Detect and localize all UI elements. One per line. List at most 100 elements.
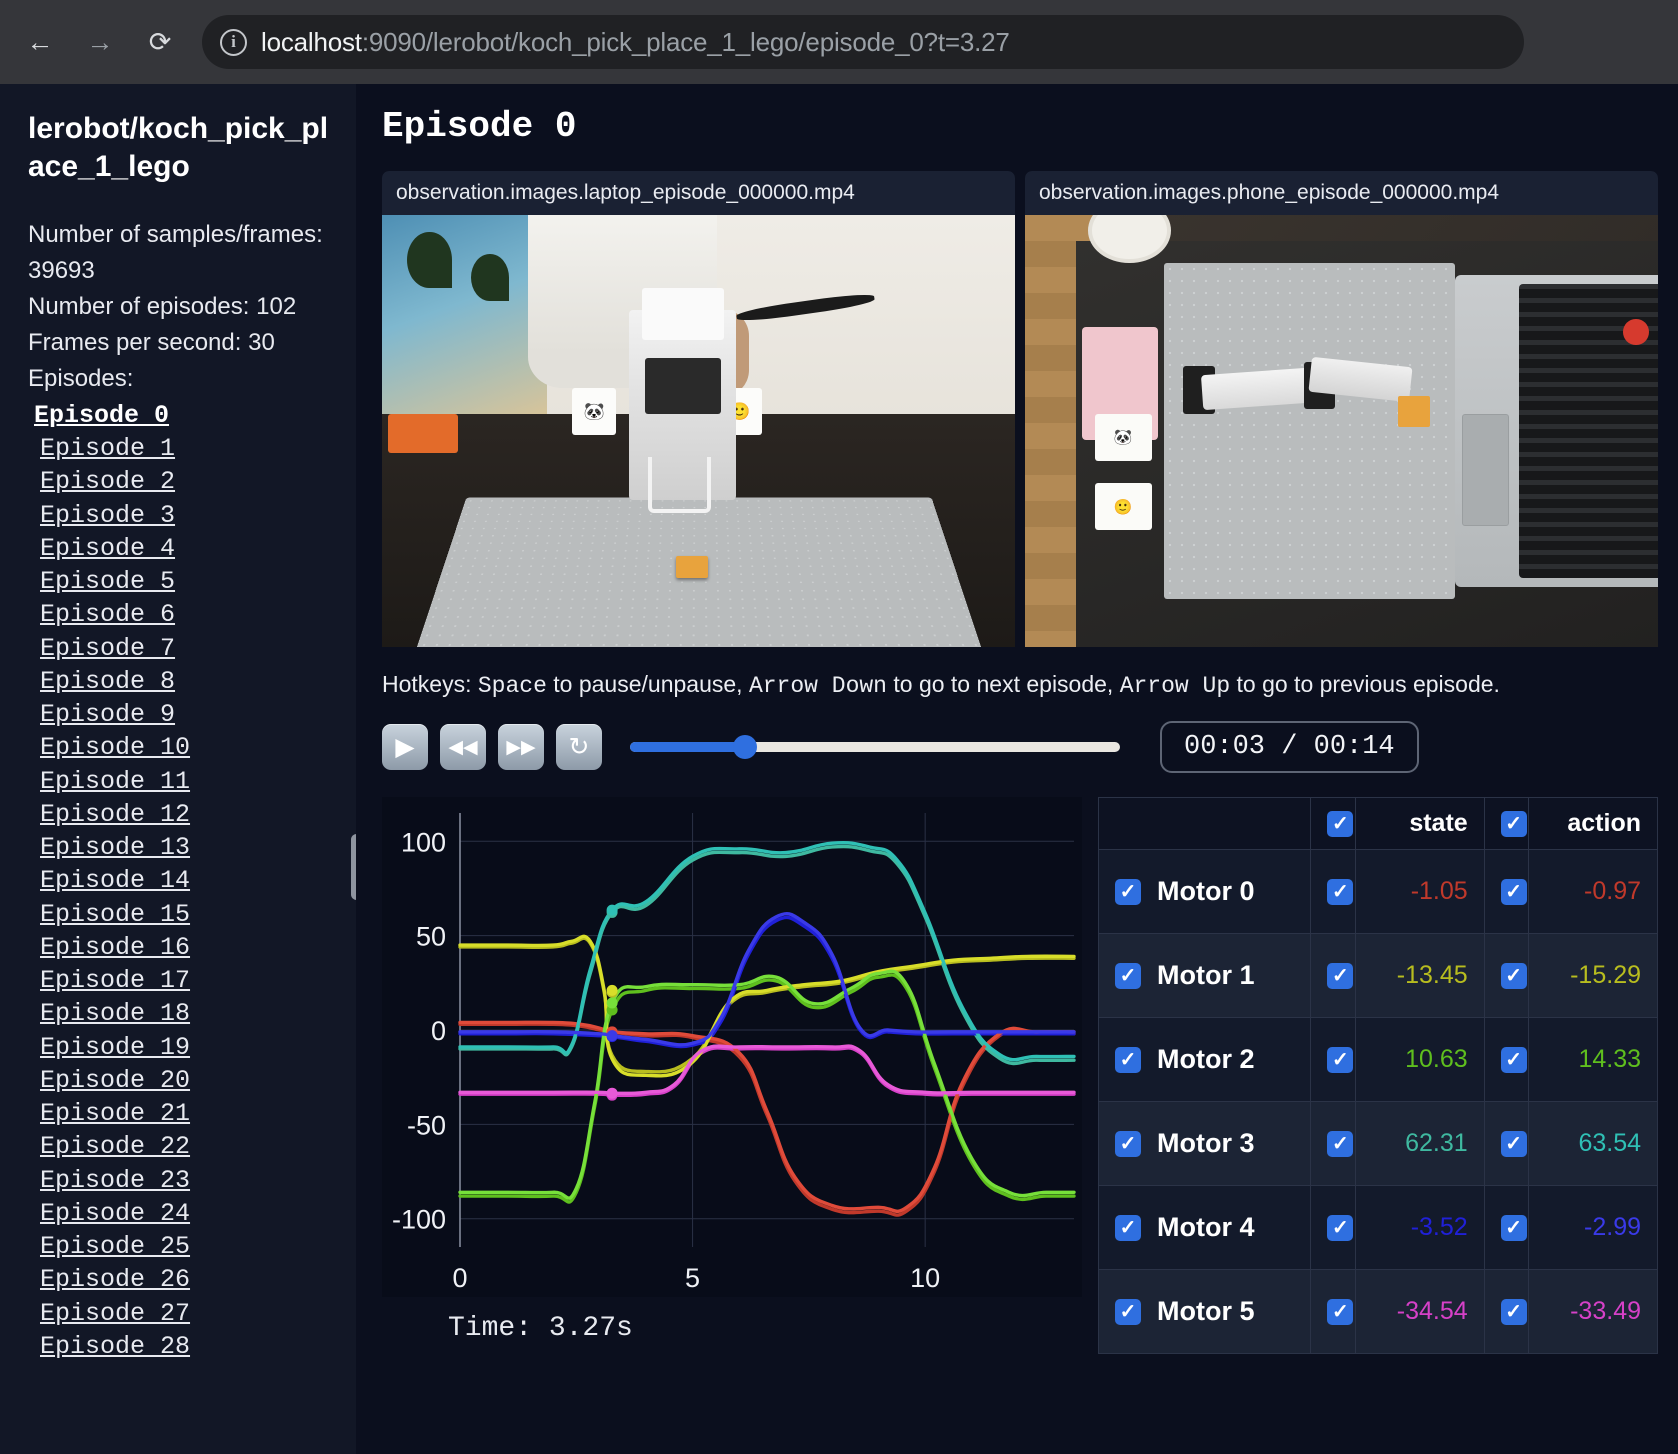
reload-icon: ⟳: [148, 26, 172, 57]
motor-0-state-value: -1.05: [1355, 849, 1485, 934]
phone-scene-red-marker: [1623, 318, 1649, 345]
sidebar: lerobot/koch_pick_place_1_lego Number of…: [0, 84, 356, 1454]
seek-thumb[interactable]: [733, 735, 758, 759]
episode-link-18[interactable]: Episode 18: [40, 999, 191, 1029]
episode-link-11[interactable]: Episode 11: [40, 766, 191, 796]
motor-1-checkbox[interactable]: [1115, 962, 1141, 989]
ytick-label: 100: [401, 827, 446, 857]
motor-5-action-value: -33.49: [1528, 1269, 1658, 1354]
motor-5-action-checkbox[interactable]: [1500, 1299, 1527, 1326]
episode-link-1[interactable]: Episode 1: [40, 434, 176, 464]
episode-link-28[interactable]: Episode 28: [40, 1331, 191, 1361]
motor-2-state-checkbox[interactable]: [1327, 1047, 1354, 1074]
motor-0-action-checkbox[interactable]: [1500, 879, 1527, 906]
rewind-button[interactable]: ◀◀: [440, 724, 486, 770]
episode-link-26[interactable]: Episode 26: [40, 1265, 191, 1295]
video-grid: observation.images.laptop_episode_000000…: [382, 171, 1658, 647]
episode-link-13[interactable]: Episode 13: [40, 833, 191, 863]
hotkey-arrow-up: Arrow Up: [1119, 673, 1231, 699]
video-caption-laptop: observation.images.laptop_episode_000000…: [382, 171, 1015, 215]
episode-link-17[interactable]: Episode 17: [40, 966, 191, 996]
motor-0-action-value: -0.97: [1528, 849, 1658, 934]
motor-4-action-value: -2.99: [1528, 1185, 1658, 1270]
motor-0-action-checkbox-cell: [1483, 849, 1530, 934]
fast-forward-button[interactable]: ▶▶: [498, 724, 544, 770]
episode-link-2[interactable]: Episode 2: [40, 467, 176, 497]
episode-link-3[interactable]: Episode 3: [40, 500, 176, 530]
table-row: Motor 4 -3.52 -2.99: [1097, 1185, 1658, 1270]
series-cursor-dot: [606, 904, 618, 916]
loop-button[interactable]: ↻: [556, 724, 602, 770]
motor-2-state-checkbox-cell: [1310, 1017, 1357, 1102]
motor-5-checkbox[interactable]: [1115, 1298, 1141, 1325]
episode-link-14[interactable]: Episode 14: [40, 866, 191, 896]
episode-link-25[interactable]: Episode 25: [40, 1232, 191, 1262]
timeseries-chart[interactable]: -100 -50 0 50 100 0 5 10 Time: 3.27s: [382, 797, 1082, 1354]
motor-1-state-checkbox[interactable]: [1327, 963, 1354, 990]
site-info-icon[interactable]: i: [220, 28, 247, 56]
episode-link-9[interactable]: Episode 9: [40, 700, 176, 730]
motor-4-checkbox[interactable]: [1115, 1214, 1141, 1241]
motor-5-state-checkbox[interactable]: [1327, 1299, 1354, 1326]
laptop-scene-orange-object: [388, 413, 458, 453]
phone-scene-sticker-box: 🙂: [1094, 482, 1152, 531]
motor-1-action-checkbox[interactable]: [1500, 963, 1527, 990]
episode-link-21[interactable]: Episode 21: [40, 1099, 191, 1129]
episode-link-10[interactable]: Episode 10: [40, 733, 191, 763]
browser-toolbar: ← → ⟳ i localhost:9090/lerobot/koch_pick…: [0, 0, 1678, 84]
series-cursor-dot: [606, 997, 618, 1009]
phone-scene-sticker-box: 🐼: [1094, 413, 1152, 462]
episode-link-4[interactable]: Episode 4: [40, 533, 176, 563]
episode-link-27[interactable]: Episode 27: [40, 1298, 191, 1328]
motor-name-cell: Motor 5: [1097, 1269, 1312, 1354]
episode-link-7[interactable]: Episode 7: [40, 633, 176, 663]
app-container: lerobot/koch_pick_place_1_lego Number of…: [0, 84, 1678, 1454]
motor-2-checkbox[interactable]: [1115, 1046, 1141, 1073]
episode-link-16[interactable]: Episode 16: [40, 932, 191, 962]
reload-button[interactable]: ⟳: [134, 16, 186, 68]
motor-2-action-checkbox[interactable]: [1500, 1047, 1527, 1074]
motor-3-checkbox[interactable]: [1115, 1130, 1141, 1157]
time-readout: Time: 3.27s: [448, 1313, 633, 1344]
motor-3-state-checkbox[interactable]: [1327, 1131, 1354, 1158]
motor-4-state-checkbox[interactable]: [1327, 1215, 1354, 1242]
episode-link-5[interactable]: Episode 5: [40, 567, 176, 597]
episode-link-8[interactable]: Episode 8: [40, 666, 176, 696]
episode-link-23[interactable]: Episode 23: [40, 1165, 191, 1195]
address-bar[interactable]: i localhost:9090/lerobot/koch_pick_place…: [202, 15, 1524, 69]
palm-tree-icon: [407, 232, 452, 289]
data-section: -100 -50 0 50 100 0 5 10 Time: 3.27s state acti…: [382, 797, 1658, 1354]
episode-link-22[interactable]: Episode 22: [40, 1132, 191, 1162]
play-button[interactable]: ▶: [382, 724, 428, 770]
motor-4-action-checkbox[interactable]: [1500, 1215, 1527, 1242]
laptop-scene-sticker-box: 🐼: [571, 387, 617, 436]
motor-0-state-checkbox[interactable]: [1327, 879, 1354, 906]
episode-link-24[interactable]: Episode 24: [40, 1198, 191, 1228]
episode-link-19[interactable]: Episode 19: [40, 1032, 191, 1062]
time-display: 00:03 / 00:14: [1160, 721, 1419, 773]
episode-link-20[interactable]: Episode 20: [40, 1065, 191, 1095]
seek-slider[interactable]: [630, 724, 1120, 770]
table-row: Motor 3 62.31 63.54: [1097, 1101, 1658, 1186]
motor-3-state-checkbox-cell: [1310, 1101, 1357, 1186]
seek-track[interactable]: [630, 735, 1120, 759]
motor-table-head: state action: [1097, 797, 1658, 850]
series-cursor-dot: [606, 1030, 618, 1042]
episode-link-0[interactable]: Episode 0: [34, 400, 170, 430]
video-player-laptop[interactable]: 🐼 🙂: [382, 215, 1015, 647]
state-column-checkbox[interactable]: [1327, 811, 1354, 838]
forward-button[interactable]: →: [74, 16, 126, 68]
video-caption-phone: observation.images.phone_episode_000000.…: [1025, 171, 1658, 215]
motor-0-checkbox[interactable]: [1115, 878, 1141, 905]
video-controls: ▶ ◀◀ ▶▶ ↻ 00:03 / 00:14: [382, 721, 1658, 773]
back-button[interactable]: ←: [14, 16, 66, 68]
sidebar-resize-handle[interactable]: [351, 834, 356, 900]
motor-3-action-checkbox[interactable]: [1500, 1131, 1527, 1158]
video-player-phone[interactable]: 🐼 🙂: [1025, 215, 1658, 647]
url-host: localhost: [261, 26, 362, 57]
episode-link-12[interactable]: Episode 12: [40, 799, 191, 829]
action-column-checkbox[interactable]: [1500, 811, 1527, 838]
episode-link-15[interactable]: Episode 15: [40, 899, 191, 929]
episode-link-6[interactable]: Episode 6: [40, 600, 176, 630]
table-row: Motor 0 -1.05 -0.97: [1097, 849, 1658, 934]
